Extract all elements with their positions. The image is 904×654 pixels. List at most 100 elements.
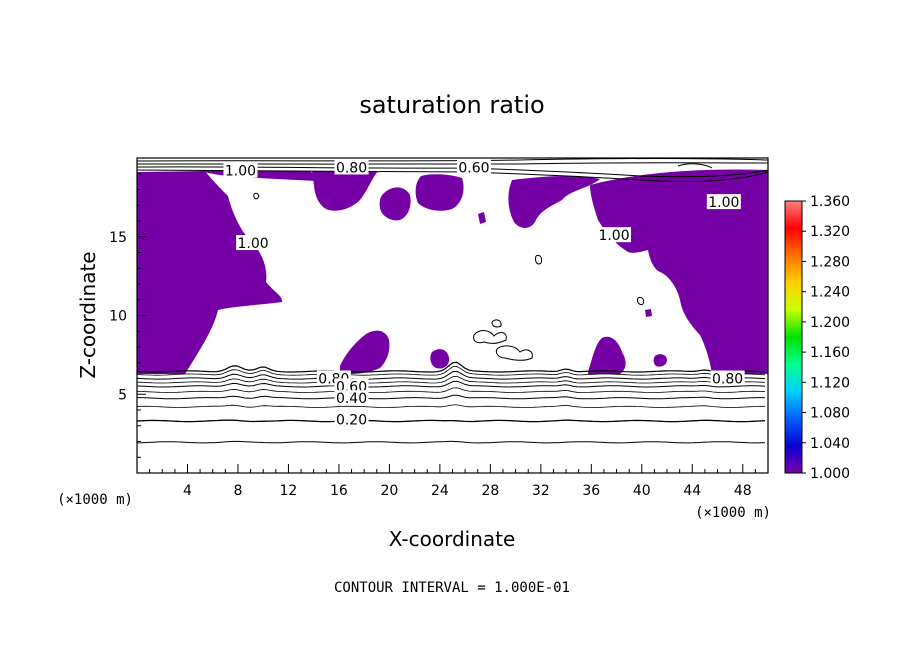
colorbar-tick-label: 1.240	[810, 285, 850, 301]
contour-label-backing	[597, 227, 632, 243]
x-unit-label-right: (×1000 m)	[695, 505, 771, 521]
x-tick-label: 36	[582, 483, 600, 499]
contour-label-backing	[334, 159, 369, 175]
contour-lines-top	[136, 158, 769, 183]
contour-1-00	[136, 361, 766, 373]
contour-label-text: 1.00	[598, 228, 629, 244]
contour-label-text: 0.40	[336, 391, 367, 407]
plot-area: 1.00 0.80 0.601.001.00 1.000.800.600.400.20…	[109, 157, 769, 499]
contour-label: 0.80	[334, 159, 369, 176]
contour-0-20	[136, 419, 766, 423]
contour-label-text: 1.00	[225, 164, 256, 180]
contour-label: 0.40	[334, 390, 369, 407]
contour-label-backing	[236, 235, 271, 251]
fill-region-speck-2	[645, 309, 652, 317]
colorbar-tick-label: 1.080	[810, 406, 850, 422]
squiggle-1	[473, 330, 507, 344]
contour-label: 0.80	[710, 370, 745, 388]
contour-top-1	[136, 158, 769, 162]
fill-region-blob-4	[508, 176, 600, 228]
contour-lines-lower	[136, 361, 766, 444]
contour-interval-footer: CONTOUR INTERVAL = 1.000E-01	[334, 580, 570, 596]
y-tick-label: 15	[109, 230, 127, 246]
squiggle-2	[495, 345, 533, 361]
squiggle-3	[491, 319, 502, 328]
y-axis-title: Z-coordinate	[76, 251, 100, 378]
x-tick-label: 8	[233, 483, 242, 499]
supersaturation-fill-regions	[137, 169, 768, 374]
contour-0-30	[136, 404, 765, 408]
contour-0-60	[136, 380, 766, 388]
x-axis-ticks: 4 8 12 16 20 24 28 32 36 40 44 48	[149, 464, 756, 499]
fill-region-blob-3	[415, 174, 464, 211]
x-tick-label: 12	[280, 483, 298, 499]
contour-label-backing	[334, 378, 369, 394]
contour-0-80	[136, 370, 766, 380]
x-tick-label: 44	[683, 483, 701, 499]
colorbar-tick-label: 1.320	[810, 224, 850, 240]
x-tick-label: 24	[431, 483, 449, 499]
fill-region-low-1	[340, 330, 390, 374]
x-tick-label: 16	[330, 483, 348, 499]
squiggle-5	[637, 297, 645, 305]
contour-top-4	[136, 169, 769, 183]
contour-label: 1.00	[236, 235, 271, 252]
fill-region-blob-1	[312, 171, 378, 211]
colorbar-tick-label: 1.000	[810, 466, 850, 482]
contour-label-backing	[706, 194, 741, 210]
fill-region-right	[590, 169, 768, 374]
contour-labels: 1.00 0.80 0.601.001.00 1.000.800.600.400.20…	[223, 159, 745, 428]
fill-region-blob-2	[379, 187, 411, 221]
contour-0-90	[136, 366, 766, 376]
squiggle-6	[253, 192, 260, 200]
colorbar-tick-label: 1.160	[810, 345, 850, 361]
y-axis-ticks: 5 10 15	[109, 173, 146, 458]
fill-region-left	[137, 171, 283, 374]
contour-label-text: 0.60	[458, 160, 489, 176]
contour-label-text: 0.80	[712, 372, 743, 388]
contour-label-text: 1.00	[708, 195, 739, 211]
x-tick-label: 32	[532, 483, 550, 499]
colorbar-tick-label: 1.280	[810, 254, 850, 270]
contour-0-70	[136, 375, 766, 384]
colorbar-tick-label: 1.120	[810, 375, 850, 391]
x-tick-label: 48	[734, 483, 752, 499]
fill-region-low-3	[588, 336, 626, 374]
colorbar: 1.360 1.320 1.280 1.240 1.200 1.160 1.120 1.080…	[784, 194, 850, 482]
fill-region-low-2	[430, 349, 450, 369]
fill-region-top-left	[200, 171, 318, 181]
x-tick-label: 4	[183, 483, 192, 499]
contour-label-text: 1.00	[238, 236, 269, 252]
fill-region-low-4	[653, 354, 667, 367]
contour-label: 0.60	[456, 159, 491, 176]
colorbar-tick-label: 1.040	[810, 436, 850, 452]
y-tick-label: 10	[109, 309, 127, 325]
contour-label-backing	[456, 159, 491, 175]
contour-0-40	[137, 394, 766, 400]
contour-squiggles	[253, 163, 713, 361]
x-unit-label-left: (×1000 m)	[57, 492, 133, 508]
colorbar-tick-label: 1.360	[810, 194, 850, 210]
squiggle-7	[677, 163, 713, 169]
chart-title: saturation ratio	[359, 91, 544, 119]
colorbar-ramp	[784, 200, 803, 474]
contour-label: 1.00	[597, 227, 632, 244]
y-tick-label: 5	[118, 387, 127, 403]
colorbar-tick-label: 1.200	[810, 315, 850, 331]
contour-label: 1.00	[223, 162, 258, 180]
fill-region-speck-1	[478, 212, 486, 224]
x-tick-label: 40	[633, 483, 651, 499]
x-tick-label: 28	[481, 483, 499, 499]
contour-label: 1.00	[706, 194, 741, 211]
contour-0-50	[136, 387, 766, 393]
contour-label-text: 0.80	[336, 160, 367, 176]
contour-label-text: 0.20	[336, 412, 367, 428]
contour-label-backing	[334, 390, 369, 406]
contour-0-10	[136, 440, 766, 444]
contour-label: 0.20	[334, 411, 369, 428]
contour-label-backing	[710, 370, 745, 386]
x-axis-title: X-coordinate	[389, 527, 516, 551]
squiggle-4	[535, 255, 543, 265]
contour-label-backing	[334, 411, 369, 427]
